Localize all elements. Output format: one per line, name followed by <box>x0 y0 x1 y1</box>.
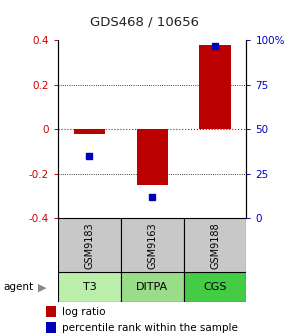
Bar <box>46 322 56 333</box>
Bar <box>46 306 56 318</box>
Text: GSM9163: GSM9163 <box>147 222 157 268</box>
Text: GDS468 / 10656: GDS468 / 10656 <box>90 15 200 28</box>
Bar <box>58 218 121 272</box>
Bar <box>184 218 246 272</box>
Text: T3: T3 <box>83 282 96 292</box>
Bar <box>137 129 168 185</box>
Bar <box>184 272 246 302</box>
Text: DITPA: DITPA <box>136 282 168 292</box>
Text: GSM9183: GSM9183 <box>84 222 95 268</box>
Bar <box>121 272 184 302</box>
Bar <box>74 129 105 134</box>
Bar <box>121 218 184 272</box>
Text: agent: agent <box>3 282 33 292</box>
Text: ▶: ▶ <box>38 282 46 292</box>
Text: log ratio: log ratio <box>62 307 105 317</box>
Text: GSM9188: GSM9188 <box>210 222 220 268</box>
Bar <box>58 272 121 302</box>
Text: percentile rank within the sample: percentile rank within the sample <box>62 323 238 333</box>
Bar <box>199 45 231 129</box>
Text: CGS: CGS <box>203 282 227 292</box>
